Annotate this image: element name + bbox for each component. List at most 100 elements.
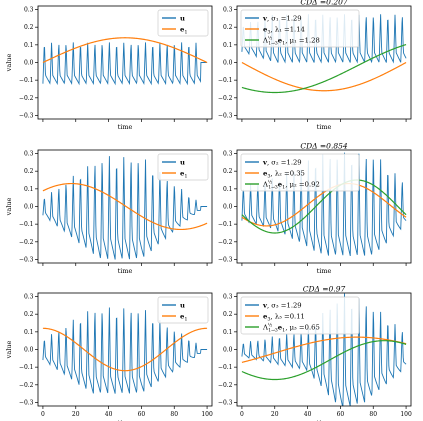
y-tick-label: −0.2 — [19, 239, 34, 246]
series-line-r2c2-1 — [241, 182, 407, 227]
y-tick-label: −0.1 — [218, 77, 233, 84]
x-axis-label: time — [118, 123, 133, 131]
x-tick-label: 60 — [138, 411, 146, 418]
legend-label: e3, λ₂ =0.35 — [263, 170, 305, 180]
panel-title: CDΔ =0.97 — [303, 285, 346, 294]
legend: u e1 — [157, 296, 209, 324]
y-tick-label: 0.3 — [223, 151, 233, 158]
panel-r3c1: −0.3 −0.2 −0.1 0.0 0.1 0.2 0.3 0 20 40 60 80 100 time… — [5, 292, 213, 421]
y-tick-label: −0.2 — [218, 382, 233, 389]
panel-r1c1: −0.3 −0.2 −0.1 0.0 0.1 0.2 0.3 time value u e1 — [5, 5, 213, 131]
y-tick-label: 0.0 — [223, 60, 233, 67]
x-axis-label: time — [317, 419, 332, 421]
y-tick-label: −0.3 — [218, 256, 233, 263]
y-tick-label: −0.1 — [19, 77, 34, 84]
x-tick-label: 0 — [240, 411, 244, 418]
panel-r3c2: −0.3 −0.2 −0.1 0.0 0.1 0.2 0.3 0 20 40 60 80 100 time… — [218, 285, 412, 421]
y-tick-label: −0.3 — [19, 112, 34, 119]
y-axis-label: value — [5, 341, 13, 360]
legend-label: e1 — [180, 170, 188, 180]
y-tick-label: 0.3 — [223, 7, 233, 14]
y-tick-label: 0.2 — [24, 168, 34, 175]
y-tick-label: −0.1 — [218, 364, 233, 371]
panel-r1c2: −0.3 −0.2 −0.1 0.0 0.1 0.2 0.3 time CDΔ =0.207 v,… — [218, 0, 412, 131]
y-tick-label: 0.2 — [223, 168, 233, 175]
x-tick-label: 0 — [41, 411, 45, 418]
legend-label: u — [180, 159, 185, 167]
series-line-r2c2-0 — [241, 152, 407, 257]
legend-label: v, σ₂ =1.29 — [262, 159, 302, 167]
legend-label: Λ½ 1→3e1, μ₃ =0.65 — [262, 322, 320, 334]
legend-label: e3, λ₁ =1.14 — [263, 26, 305, 36]
y-tick-label: −0.3 — [19, 399, 34, 406]
panel-title: CDΔ =0.207 — [300, 0, 348, 7]
y-tick-label: 0.3 — [24, 151, 34, 158]
legend-label: e1 — [180, 26, 188, 36]
legend-box — [240, 9, 360, 48]
series-line-r1c2-1 — [241, 61, 407, 92]
y-tick-label: 0.3 — [223, 294, 233, 301]
legend-box — [240, 153, 360, 192]
y-tick-label: −0.3 — [19, 256, 34, 263]
legend-label: v, σ₃ =1.29 — [262, 302, 302, 310]
x-tick-label: 20 — [271, 411, 279, 418]
series-line-r2c2-2 — [241, 179, 407, 234]
y-tick-label: 0.2 — [24, 24, 34, 31]
y-tick-label: 0.0 — [223, 347, 233, 354]
y-tick-label: −0.2 — [218, 239, 233, 246]
y-tick-label: −0.3 — [218, 112, 233, 119]
series-line-r2c1-0 — [42, 156, 208, 260]
x-axis-label: time — [118, 267, 133, 275]
x-axis-label: time — [317, 123, 332, 131]
y-tick-label: 0.2 — [223, 24, 233, 31]
legend-label: u — [180, 302, 185, 310]
series-line-r3c1-1 — [42, 327, 208, 372]
x-tick-label: 20 — [72, 411, 80, 418]
y-axis-label: value — [5, 54, 13, 73]
y-tick-label: −0.2 — [218, 95, 233, 102]
x-tick-label: 80 — [170, 411, 178, 418]
y-tick-label: 0.3 — [24, 7, 34, 14]
y-tick-label: −0.1 — [19, 364, 34, 371]
y-tick-label: 0.1 — [24, 42, 34, 49]
y-tick-label: 0.0 — [24, 204, 34, 211]
legend-label: u — [180, 15, 185, 23]
legend-label: Λ½ 1→3e1, μ₂ =0.92 — [262, 179, 320, 191]
panel-r2c2: −0.3 −0.2 −0.1 0.0 0.1 0.2 0.3 time CDΔ =0.854 v,… — [218, 142, 412, 275]
series-line-r1c2-0 — [241, 14, 407, 64]
legend-label: e1 — [180, 313, 188, 323]
legend-label: v, σ₁ =1.29 — [262, 15, 302, 23]
y-tick-label: 0.1 — [24, 329, 34, 336]
x-tick-label: 100 — [400, 411, 412, 418]
y-tick-label: 0.0 — [24, 60, 34, 67]
series-line-r3c2-0 — [241, 293, 407, 406]
y-tick-label: 0.1 — [223, 329, 233, 336]
y-tick-label: 0.0 — [223, 204, 233, 211]
legend-label: Λ½ 1→3e1, μ₁ =1.28 — [262, 35, 320, 47]
y-axis-label: value — [5, 198, 13, 217]
legend: u e1 — [157, 9, 209, 37]
x-tick-label: 100 — [201, 411, 213, 418]
y-tick-label: 0.0 — [24, 347, 34, 354]
legend: u e1 — [157, 153, 209, 181]
y-tick-label: 0.2 — [24, 311, 34, 318]
x-tick-label: 80 — [369, 411, 377, 418]
y-tick-label: 0.1 — [223, 42, 233, 49]
series-line-r3c2-1 — [241, 336, 407, 363]
y-tick-label: −0.1 — [19, 221, 34, 228]
panel-r2c1: −0.3 −0.2 −0.1 0.0 0.1 0.2 0.3 time value u e1 — [5, 149, 213, 275]
x-tick-label: 40 — [304, 411, 312, 418]
legend-box — [240, 296, 360, 335]
y-tick-label: 0.1 — [223, 186, 233, 193]
y-tick-label: 0.1 — [24, 186, 34, 193]
y-tick-label: 0.2 — [223, 311, 233, 318]
series-line-r3c2-2 — [241, 340, 407, 381]
y-tick-label: −0.2 — [19, 95, 34, 102]
panel-title: CDΔ =0.854 — [300, 142, 348, 151]
series-line-r1c1-1 — [42, 37, 208, 64]
y-tick-label: −0.2 — [19, 382, 34, 389]
